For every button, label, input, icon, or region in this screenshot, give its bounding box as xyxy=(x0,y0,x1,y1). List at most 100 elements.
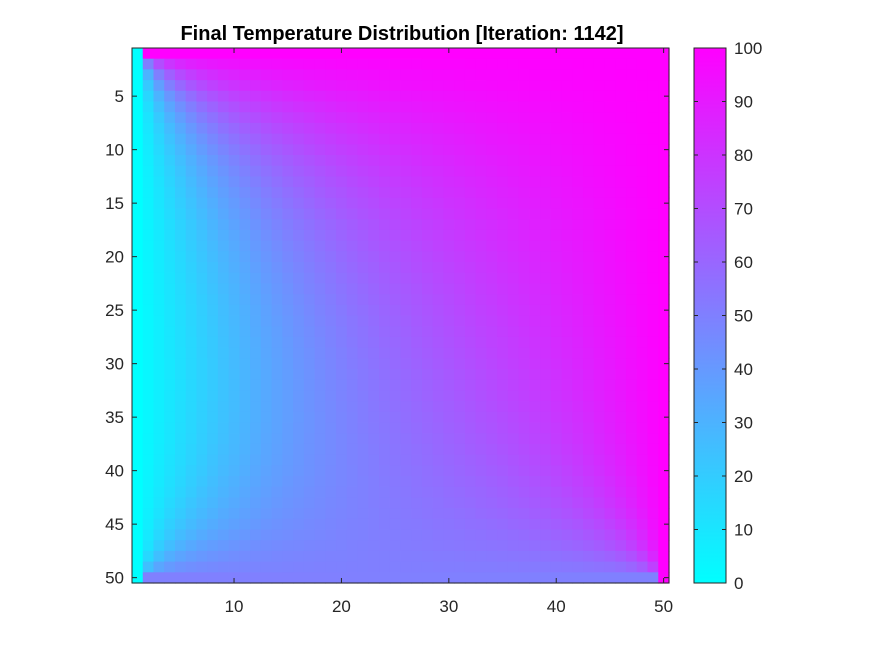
heatmap-cell xyxy=(454,69,466,81)
heatmap-cell xyxy=(346,401,359,413)
heatmap-cell xyxy=(658,208,670,220)
heatmap-cell xyxy=(293,112,305,124)
heatmap-cell xyxy=(314,326,326,338)
heatmap-cell xyxy=(153,422,165,434)
heatmap-cell xyxy=(583,229,595,242)
heatmap-cell xyxy=(293,144,305,156)
heatmap-cell xyxy=(647,272,659,284)
heatmap-cell xyxy=(486,390,498,402)
heatmap-cell xyxy=(464,48,477,60)
heatmap-cell xyxy=(497,486,509,498)
heatmap-cell xyxy=(207,443,219,456)
heatmap-cell xyxy=(185,433,198,445)
heatmap-cell xyxy=(314,572,326,584)
heatmap-cell xyxy=(164,219,176,231)
heatmap-cell xyxy=(132,262,144,274)
heatmap-cell xyxy=(260,379,273,391)
heatmap-cell xyxy=(217,336,230,349)
heatmap-cell xyxy=(164,58,176,70)
heatmap-cell xyxy=(454,336,466,349)
heatmap-cell xyxy=(593,133,606,145)
heatmap-cell xyxy=(518,155,530,167)
heatmap-cell xyxy=(507,251,520,263)
heatmap-cell xyxy=(271,454,283,466)
heatmap-cell xyxy=(239,486,251,498)
heatmap-cell xyxy=(507,197,520,210)
heatmap-cell xyxy=(507,112,520,124)
heatmap-cell xyxy=(454,58,466,70)
heatmap-cell xyxy=(153,133,165,145)
heatmap-cell xyxy=(615,294,627,306)
heatmap-cell xyxy=(303,294,316,306)
heatmap-cell xyxy=(583,443,595,456)
heatmap-cell xyxy=(293,540,305,552)
heatmap-cell xyxy=(325,465,337,477)
heatmap-cell xyxy=(346,326,359,338)
heatmap-cell xyxy=(368,283,380,295)
heatmap-cell xyxy=(421,572,434,584)
heatmap-cell xyxy=(217,144,230,156)
heatmap-cell xyxy=(529,379,541,391)
heatmap-cell xyxy=(142,315,155,327)
heatmap-cell xyxy=(583,58,595,70)
heatmap-cell xyxy=(239,433,251,445)
heatmap-cell xyxy=(518,347,530,359)
heatmap-cell xyxy=(217,187,230,199)
heatmap-cell xyxy=(561,112,573,124)
heatmap-cell xyxy=(207,165,219,177)
heatmap-cell xyxy=(207,411,219,424)
heatmap-cell xyxy=(185,294,198,306)
heatmap-cell xyxy=(540,304,552,317)
heatmap-cell xyxy=(400,48,412,60)
heatmap-cell xyxy=(142,58,155,70)
heatmap-cell xyxy=(432,454,445,466)
heatmap-cell xyxy=(507,508,520,520)
heatmap-cell xyxy=(411,454,423,466)
heatmap-cell xyxy=(636,80,649,92)
heatmap-cell xyxy=(260,90,273,103)
heatmap-cell xyxy=(250,58,262,70)
heatmap-cell xyxy=(164,433,176,445)
heatmap-cell xyxy=(153,401,165,413)
heatmap-cell xyxy=(475,112,488,124)
heatmap-cell xyxy=(497,122,509,135)
heatmap-cell xyxy=(400,187,412,199)
heatmap-cell xyxy=(325,411,337,424)
heatmap-cell xyxy=(593,390,606,402)
heatmap-cell xyxy=(250,401,262,413)
heatmap-cell xyxy=(443,401,455,413)
heatmap-cell xyxy=(368,229,380,242)
heatmap-cell xyxy=(314,529,326,541)
heatmap-cell xyxy=(336,197,348,210)
heatmap-cell xyxy=(174,315,187,327)
heatmap-cell xyxy=(540,112,552,124)
heatmap-cell xyxy=(250,336,262,349)
heatmap-cell xyxy=(250,122,262,135)
heatmap-cell xyxy=(174,90,187,103)
heatmap-cell xyxy=(593,197,606,210)
heatmap-cell xyxy=(282,58,294,70)
heatmap-cell xyxy=(647,454,659,466)
heatmap-cell xyxy=(421,112,434,124)
heatmap-cell xyxy=(540,197,552,210)
y-tick-label: 5 xyxy=(115,87,124,106)
heatmap-cell xyxy=(647,315,659,327)
heatmap-cell xyxy=(636,101,649,113)
heatmap-cell xyxy=(507,229,520,242)
heatmap-cell xyxy=(282,272,294,284)
heatmap-cell xyxy=(464,219,477,231)
heatmap-cell xyxy=(636,347,649,359)
heatmap-cell xyxy=(250,358,262,370)
heatmap-cell xyxy=(207,401,219,413)
heatmap-cell xyxy=(153,197,165,210)
heatmap-cell xyxy=(507,304,520,317)
heatmap-cell xyxy=(153,90,165,103)
heatmap-cell xyxy=(647,497,659,509)
heatmap-cell xyxy=(411,540,423,552)
heatmap-cell xyxy=(336,497,348,509)
heatmap-cell xyxy=(368,369,380,381)
heatmap-cell xyxy=(164,90,176,103)
heatmap-cell xyxy=(572,229,584,242)
heatmap-cell xyxy=(443,197,455,210)
heatmap-cell xyxy=(164,133,176,145)
